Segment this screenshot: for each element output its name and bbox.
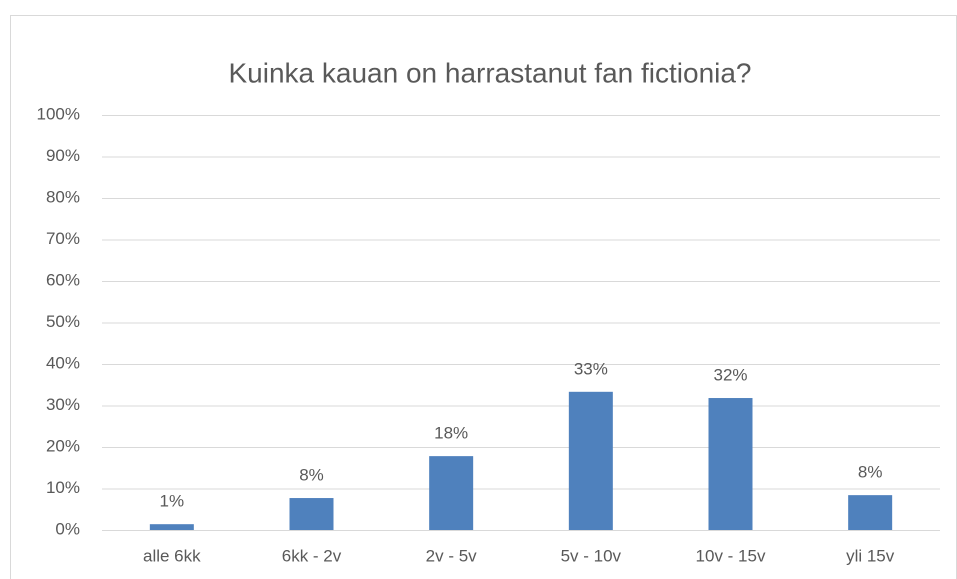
x-tick-label: 10v - 15v xyxy=(696,546,766,565)
y-tick-label: 100% xyxy=(37,104,80,123)
x-tick-label: yli 15v xyxy=(846,546,895,565)
y-tick-label: 90% xyxy=(46,146,80,165)
data-label: 18% xyxy=(434,424,468,443)
bar xyxy=(708,398,753,530)
y-tick-label: 80% xyxy=(46,187,80,206)
data-label: 33% xyxy=(574,359,608,378)
chart-frame xyxy=(10,15,957,579)
x-tick-label: 6kk - 2v xyxy=(282,546,342,565)
data-label: 1% xyxy=(160,492,185,511)
y-tick-label: 70% xyxy=(46,229,80,248)
x-tick-label: alle 6kk xyxy=(143,546,201,565)
bar xyxy=(568,391,613,530)
x-tick-label: 5v - 10v xyxy=(561,546,622,565)
x-tick-label: 2v - 5v xyxy=(426,546,478,565)
bar xyxy=(289,498,334,530)
chart-title: Kuinka kauan on harrastanut fan fictioni… xyxy=(228,57,751,88)
bar xyxy=(848,495,893,530)
bar xyxy=(429,456,474,530)
y-tick-label: 0% xyxy=(55,519,80,538)
y-tick-label: 30% xyxy=(46,395,80,414)
data-label: 8% xyxy=(299,466,324,485)
y-tick-label: 50% xyxy=(46,312,80,331)
y-tick-label: 40% xyxy=(46,353,80,372)
data-label: 32% xyxy=(713,366,747,385)
bar xyxy=(149,524,194,530)
data-label: 8% xyxy=(858,463,883,482)
y-tick-label: 10% xyxy=(46,478,80,497)
y-tick-label: 20% xyxy=(46,436,80,455)
y-tick-label: 60% xyxy=(46,270,80,289)
